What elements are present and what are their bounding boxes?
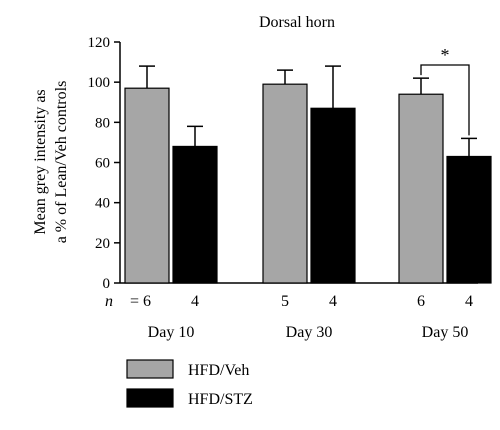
y-axis-label-line-1: Mean grey intensity as	[32, 89, 49, 234]
n-label: 6	[143, 293, 151, 310]
y-tick-label: 40	[95, 196, 110, 212]
bar	[262, 83, 308, 284]
x-tick-label: Day 10	[148, 324, 195, 341]
n-label: 5	[281, 293, 289, 310]
n-label: 4	[329, 293, 337, 310]
n-equals: =	[130, 293, 139, 310]
n-label: 6	[417, 293, 425, 310]
n-label: 4	[191, 293, 199, 310]
legend-swatch	[126, 388, 174, 408]
chart-title: Dorsal horn	[259, 14, 335, 31]
bar	[446, 155, 492, 284]
labels: 6 4 Day 10 5 4 Day 30 6 4 Day 50 n = *	[105, 45, 473, 341]
n-label: 4	[465, 293, 473, 310]
y-tick-label: 0	[103, 276, 111, 292]
y-tick-label: 120	[88, 35, 111, 51]
x-tick-label: Day 50	[422, 324, 469, 341]
y-tick-label: 80	[95, 115, 110, 131]
y-axis-label-line-2: a % of Lean/Veh controls	[53, 81, 70, 244]
y-tick-label: 60	[95, 156, 110, 172]
y-axis-label-group: Mean grey intensity as a % of Lean/Veh c…	[32, 81, 70, 244]
significance-bracket	[420, 64, 470, 136]
x-tick-label: Day 30	[286, 324, 333, 341]
legend: HFD/Veh HFD/STZ	[126, 359, 253, 408]
y-tick-label: 100	[88, 75, 111, 91]
legend-label: HFD/STZ	[188, 391, 253, 408]
bars	[124, 64, 492, 284]
legend-label: HFD/Veh	[188, 362, 249, 379]
legend-swatch	[126, 359, 174, 379]
bar	[124, 87, 170, 284]
significance-marker: *	[441, 45, 450, 65]
n-prefix: n	[105, 293, 113, 310]
bar	[310, 107, 356, 284]
bar	[172, 145, 218, 284]
bar	[398, 93, 444, 284]
y-tick-label: 20	[95, 236, 110, 252]
